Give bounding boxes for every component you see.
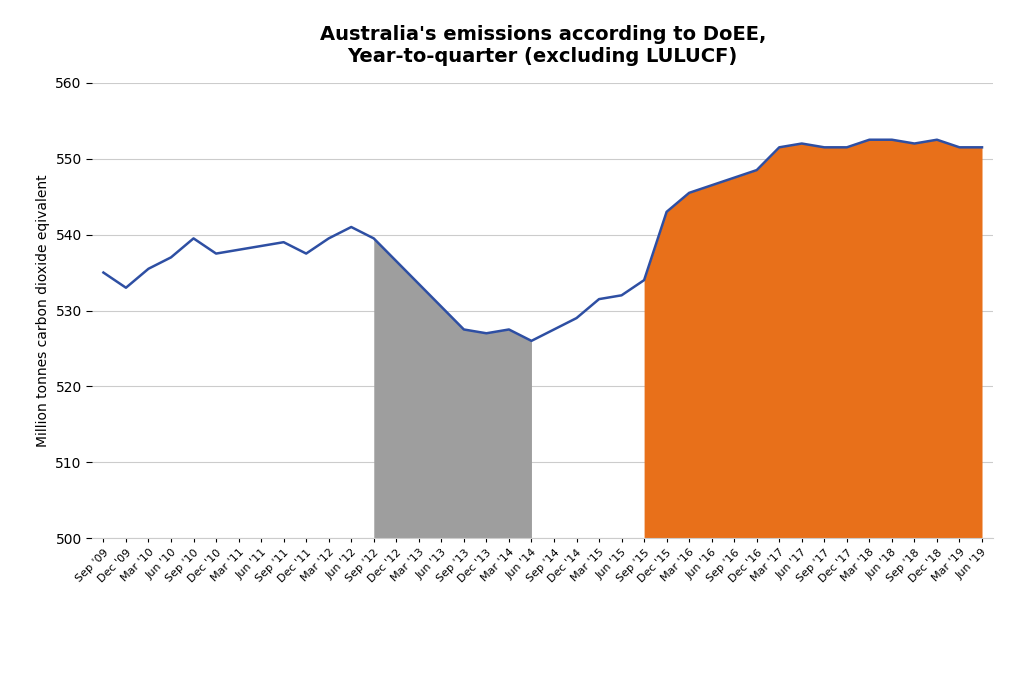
Y-axis label: Million tonnes carbon dioxide eqivalent: Million tonnes carbon dioxide eqivalent xyxy=(36,174,50,447)
Title: Australia's emissions according to DoEE,
Year-to-quarter (excluding LULUCF): Australia's emissions according to DoEE,… xyxy=(319,25,766,66)
